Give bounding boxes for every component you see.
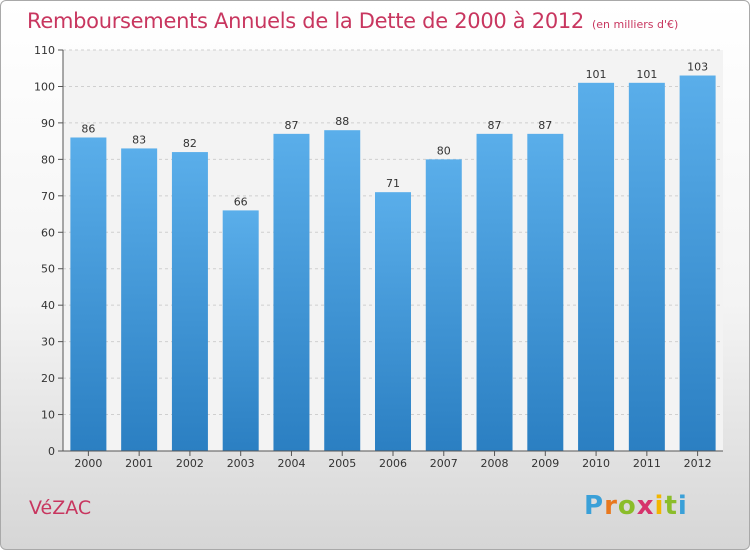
x-tick-label: 2010 [582, 457, 610, 470]
y-tick-label: 60 [41, 226, 55, 239]
x-tick-label: 2006 [379, 457, 407, 470]
bar [425, 159, 462, 451]
proxiti-logo: Proxiti [584, 491, 688, 521]
bar [222, 210, 259, 451]
bar-value-label: 103 [687, 61, 708, 74]
x-tick-label: 2001 [125, 457, 153, 470]
bar-value-label: 101 [636, 68, 657, 81]
x-tick-label: 2012 [684, 457, 712, 470]
y-tick-label: 0 [48, 445, 55, 458]
y-tick-label: 50 [41, 263, 55, 276]
logo-letter: i [654, 491, 665, 521]
bar-value-label: 87 [488, 119, 502, 132]
bar-value-label: 83 [132, 133, 146, 146]
bar-value-label: 101 [586, 68, 607, 81]
x-tick-label: 2005 [328, 457, 356, 470]
logo-letter: o [617, 491, 637, 521]
y-tick-label: 30 [41, 336, 55, 349]
bar-value-label: 66 [234, 195, 248, 208]
x-tick-label: 2011 [633, 457, 661, 470]
y-tick-label: 20 [41, 372, 55, 385]
logo-letter: x [636, 491, 655, 521]
bar-value-label: 87 [284, 119, 298, 132]
chart-title: Remboursements Annuels de la Dette de 20… [27, 9, 678, 33]
x-tick-label: 2000 [74, 457, 102, 470]
y-tick-label: 110 [34, 44, 55, 57]
y-tick-label: 40 [41, 299, 55, 312]
logo-letter: P [584, 491, 605, 521]
bar [476, 133, 513, 451]
x-tick-label: 2004 [277, 457, 305, 470]
bar [273, 133, 310, 451]
x-tick-label: 2003 [227, 457, 255, 470]
x-tick-label: 2009 [531, 457, 559, 470]
logo-letter: t [664, 491, 678, 521]
bar-value-label: 86 [81, 122, 95, 135]
bar-value-label: 82 [183, 137, 197, 150]
bar-value-label: 71 [386, 177, 400, 190]
bar [527, 133, 564, 451]
y-tick-label: 80 [41, 153, 55, 166]
bar [70, 137, 107, 451]
commune-name: VéZAC [29, 497, 92, 519]
bar [324, 130, 361, 451]
chart-title-text: Remboursements Annuels de la Dette de 20… [27, 9, 584, 33]
x-tick-label: 2007 [430, 457, 458, 470]
bar-value-label: 87 [538, 119, 552, 132]
bar [375, 192, 411, 451]
logo-letter: r [604, 491, 618, 521]
bar-value-label: 80 [437, 144, 451, 157]
chart-subtitle: (en milliers d'€) [592, 18, 679, 31]
bar-value-label: 88 [335, 115, 349, 128]
y-tick-label: 10 [41, 409, 55, 422]
y-tick-label: 90 [41, 117, 55, 130]
x-tick-label: 2002 [176, 457, 204, 470]
bar [578, 82, 615, 452]
bar [679, 75, 716, 451]
x-tick-label: 2008 [481, 457, 509, 470]
logo-letter: i [677, 491, 688, 521]
bar [628, 82, 665, 452]
bar [171, 152, 208, 451]
y-tick-label: 70 [41, 190, 55, 203]
bar [121, 148, 158, 451]
y-tick-label: 100 [34, 80, 55, 93]
